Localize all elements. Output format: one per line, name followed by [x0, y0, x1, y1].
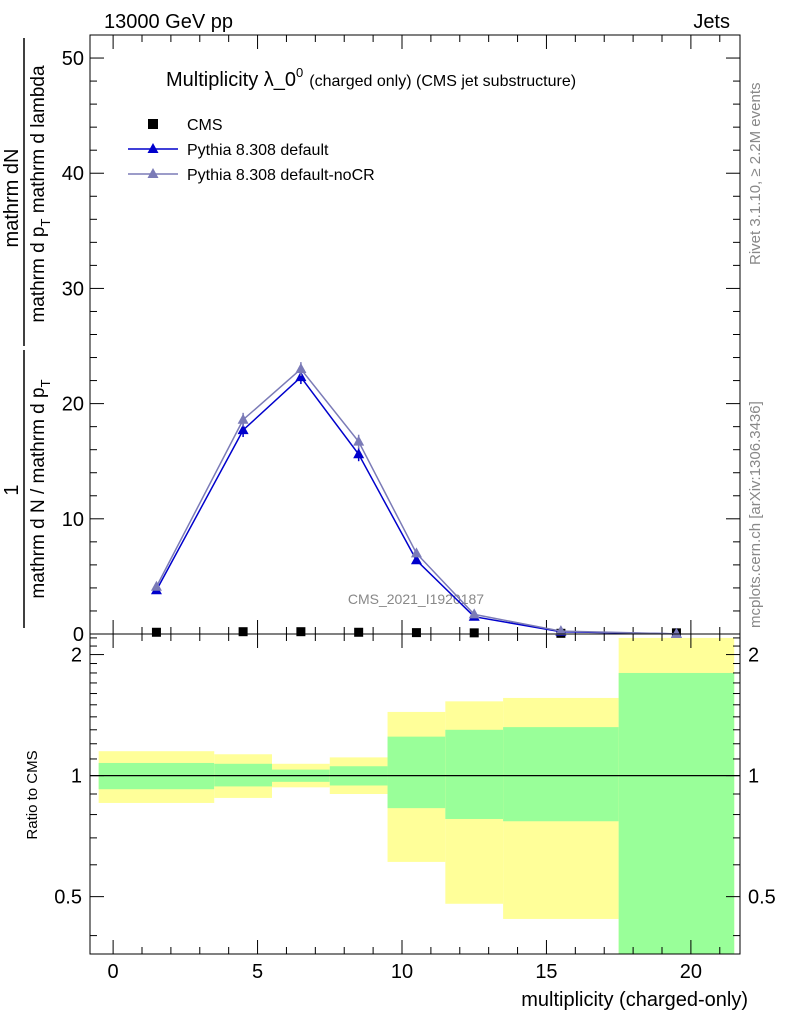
ratio-band-inner: [387, 736, 446, 809]
legend-label: Pythia 8.308 default: [187, 142, 329, 159]
x-tick-label: 0: [108, 961, 119, 983]
data-point: [237, 424, 249, 435]
series-line-1: [155, 376, 677, 635]
data-point: [469, 628, 479, 638]
title-extra: (charged only) (CMS jet substructure): [309, 73, 576, 90]
ratio-y-axis: 0.5 0.5 1 1 2 2: [54, 637, 776, 937]
title-main: Multiplicity λ_0: [166, 69, 296, 91]
ratio-y-tick-label-right: 2: [748, 645, 759, 667]
main-series: [150, 362, 682, 638]
y-tick-label: 10: [62, 509, 84, 531]
y-prefactor-den: mathrm d N / mathrm d pT: [28, 379, 53, 598]
data-point: [354, 627, 364, 637]
data-point: [295, 363, 307, 374]
ratio-band-inner: [618, 672, 735, 954]
data-point: [410, 547, 422, 558]
ratio-bands: [90, 637, 740, 954]
x-tick-label: 20: [680, 961, 702, 983]
legend-marker: [148, 119, 158, 129]
ratio-y-tick-label-right: 1: [748, 766, 759, 788]
ratio-panel: 0.5 0.5 1 1 2 2 0 5 10 15 20 Ratio to CMS multipl…: [24, 633, 776, 1011]
chart-title: Multiplicity λ_00 (charged only) (CMS jet…: [166, 65, 576, 91]
series-line-2: [155, 367, 677, 635]
x-axis-label: multiplicity (charged-only): [521, 989, 748, 1011]
data-point: [296, 627, 306, 637]
y-tick-label: 50: [62, 48, 84, 70]
ratio-band-inner: [445, 729, 504, 819]
data-point: [237, 413, 249, 424]
data-point: [670, 627, 682, 638]
legend: CMS Pythia 8.308 default Pythia 8.308 defa…: [128, 117, 375, 184]
main-y-label: 1 mathrm d N / mathrm d pT mathrm dN mat…: [1, 38, 53, 628]
ratio-y-tick-label: 0.5: [54, 887, 82, 909]
y-prefactor-num: 1: [1, 484, 23, 495]
x-tick-label: 15: [535, 961, 557, 983]
y-tick-label: 40: [62, 163, 84, 185]
ratio-y-tick-label: 2: [71, 645, 82, 667]
y-denominator: mathrm d pT mathrm d lambda: [28, 65, 53, 323]
y-tick-label: 20: [62, 394, 84, 416]
data-point: [468, 608, 480, 619]
data-point: [151, 627, 161, 637]
main-y-axis: 0 10 20 30 40 50: [62, 34, 740, 646]
data-point: [353, 448, 365, 459]
main-x-ticks: [112, 35, 721, 634]
legend-marker: [147, 168, 159, 178]
watermark: CMS_2021_I1920187: [348, 591, 484, 607]
x-tick-label: 10: [391, 961, 413, 983]
title-sup: 0: [296, 65, 303, 80]
y-numerator: mathrm dN: [1, 149, 23, 248]
ratio-y-label: Ratio to CMS: [24, 750, 41, 839]
data-point: [410, 554, 422, 565]
legend-marker: [147, 143, 159, 153]
data-point: [555, 625, 567, 636]
y-tick-label: 30: [62, 278, 84, 300]
ratio-y-tick-label: 1: [71, 766, 82, 788]
mcplots-label: mcplots.cern.ch [arXiv:1306.3436]: [747, 401, 764, 628]
data-point: [295, 371, 307, 382]
data-point: [150, 580, 162, 591]
data-point: [353, 435, 365, 446]
ratio-x-axis: 0 5 10 15 20: [108, 634, 721, 983]
data-point: [238, 627, 248, 637]
energy-label: 13000 GeV pp: [104, 11, 233, 33]
data-point: [411, 628, 421, 638]
ratio-band-inner: [503, 727, 619, 822]
y-tick-label: 0: [73, 624, 84, 646]
legend-label: Pythia 8.308 default-noCR: [187, 167, 375, 184]
legend-label: CMS: [187, 117, 223, 134]
ratio-y-tick-label-right: 0.5: [748, 887, 776, 909]
x-tick-label: 5: [252, 961, 263, 983]
category-label: Jets: [693, 11, 730, 33]
rivet-label: Rivet 3.1.10, ≥ 2.2M events: [747, 83, 764, 266]
